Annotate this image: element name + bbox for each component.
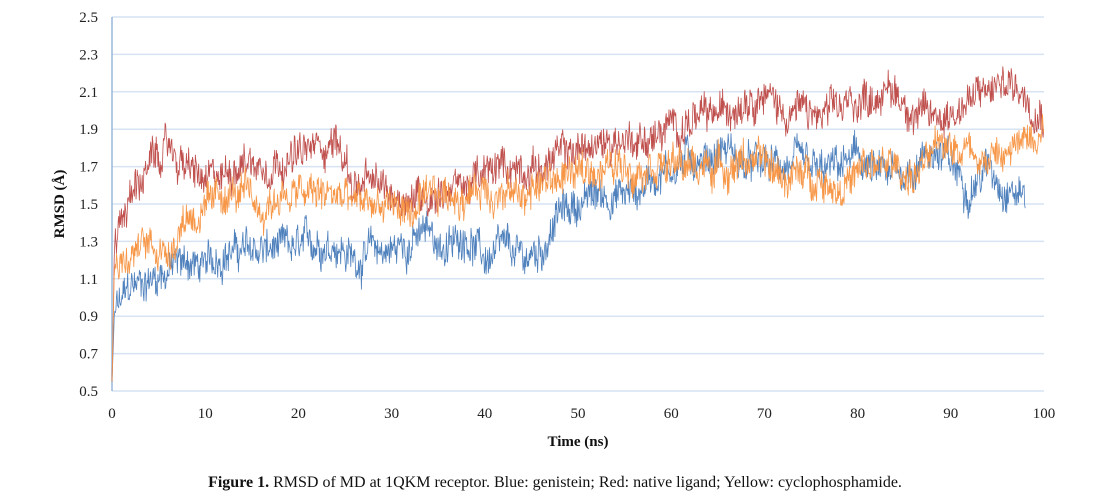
x-tick-label: 100 <box>1033 406 1056 422</box>
x-tick-label: 70 <box>757 406 772 422</box>
y-tick-label: 1.1 <box>79 272 98 288</box>
caption-label: Figure 1. <box>208 474 270 491</box>
x-axis-title: Time (ns) <box>548 434 609 450</box>
x-tick-label: 80 <box>850 406 865 422</box>
series-group <box>111 66 1044 382</box>
series-line-cyclophosphamide <box>111 114 1044 382</box>
y-tick-label: 1.3 <box>79 234 98 250</box>
caption-text: RMSD of MD at 1QKM receptor. Blue: genis… <box>269 474 902 491</box>
x-tick-labels: 0 10 20 30 40 50 60 70 80 90 100 <box>108 406 1055 422</box>
y-axis-title: RMSD (Å) <box>52 170 68 239</box>
x-tick-label: 50 <box>571 406 586 422</box>
y-tick-label: 2.5 <box>79 10 98 26</box>
y-tick-label: 0.9 <box>79 309 98 325</box>
series-line-native-ligand <box>111 66 1044 382</box>
figure-caption: Figure 1. RMSD of MD at 1QKM receptor. B… <box>0 474 1110 492</box>
x-tick-label: 10 <box>198 406 213 422</box>
x-tick-label: 20 <box>291 406 306 422</box>
rmsd-chart: 0.5 0.7 0.9 1.1 1.3 1.5 1.7 1.9 2.1 2.3 2.5 0 10 20 3… <box>52 10 1055 450</box>
y-tick-label: 0.5 <box>79 384 98 400</box>
gridlines <box>112 16 1044 392</box>
x-tick-label: 0 <box>108 406 116 422</box>
x-tick-label: 40 <box>477 406 492 422</box>
y-tick-label: 2.1 <box>79 85 98 101</box>
x-tick-label: 30 <box>384 406 399 422</box>
x-tick-label: 90 <box>943 406 958 422</box>
x-tick-label: 60 <box>664 406 679 422</box>
y-tick-labels: 0.5 0.7 0.9 1.1 1.3 1.5 1.7 1.9 2.1 2.3 2.5 <box>79 10 98 400</box>
y-tick-label: 0.7 <box>79 347 98 363</box>
y-tick-label: 1.7 <box>79 160 98 176</box>
y-tick-label: 2.3 <box>79 47 98 63</box>
y-tick-label: 1.5 <box>79 197 98 213</box>
y-tick-label: 1.9 <box>79 122 98 138</box>
